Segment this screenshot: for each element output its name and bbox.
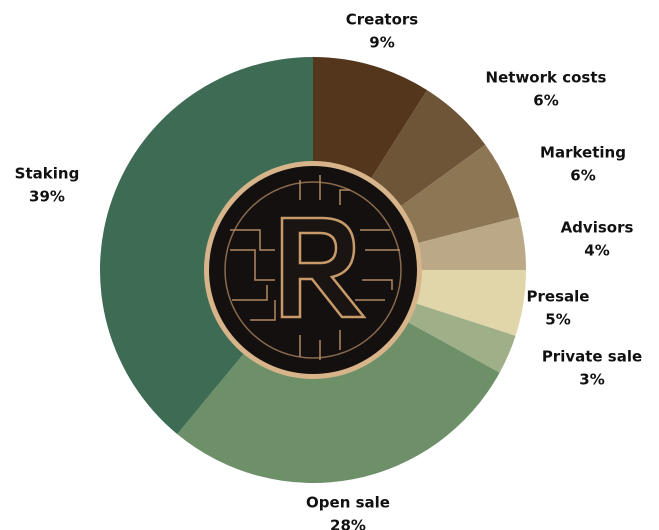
category-label: Network costs [486,69,607,87]
value-label: 39% [29,188,65,206]
category-label: Presale [527,288,590,306]
category-label: Open sale [306,494,390,512]
coin-circuits [230,175,400,360]
value-label: 5% [545,311,570,329]
category-label: Advisors [561,219,634,237]
coin-ring [224,181,402,359]
category-label: Private sale [542,348,642,366]
category-label: Creators [346,11,419,29]
category-label: Marketing [540,144,626,162]
coin [204,161,422,379]
slice [177,270,500,483]
value-label: 9% [369,34,394,52]
category-label: Staking [15,165,80,183]
value-label: 3% [579,371,604,389]
value-label: 6% [533,92,558,110]
coin-logo [280,216,367,319]
value-label: 4% [584,242,609,260]
value-label: 6% [570,167,595,185]
labels: Creators 9% Network costs 6% Marketing 6% Advi… [15,11,643,530]
value-label: 28% [330,517,366,530]
slice [100,57,314,435]
